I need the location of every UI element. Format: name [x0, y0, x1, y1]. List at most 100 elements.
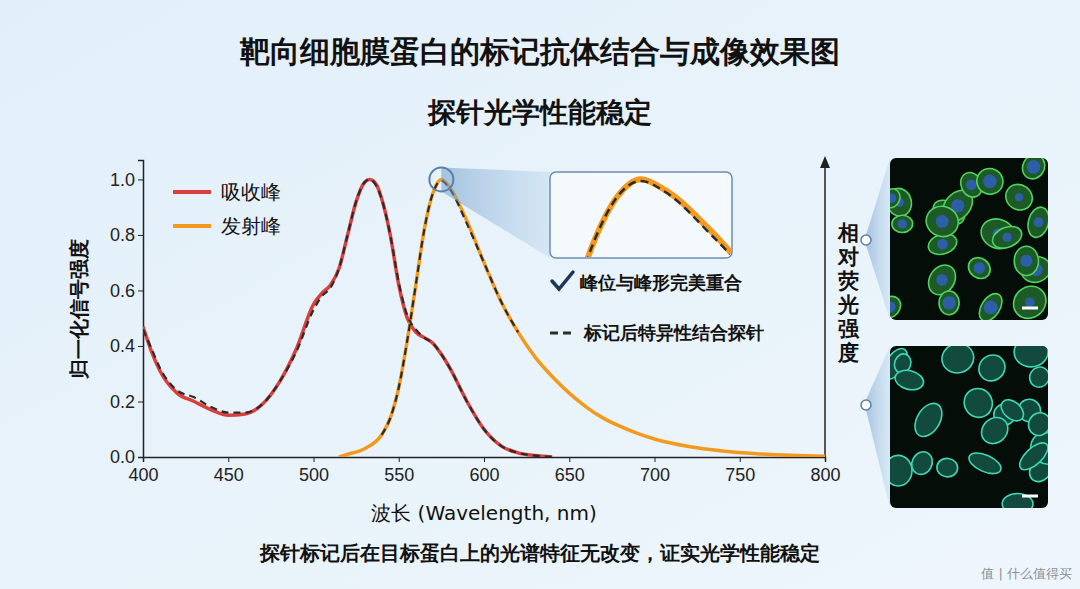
check-icon: [552, 272, 573, 289]
title: 靶向细胞膜蛋白的标记抗体结合与成像效果图: [239, 34, 840, 69]
tick-label: 600: [469, 465, 499, 485]
cell: [1014, 346, 1048, 367]
right-axis-arrow: [820, 156, 830, 168]
cell: [997, 396, 1027, 426]
cell: [975, 290, 1007, 320]
tick-label: 500: [299, 465, 329, 485]
tick-label: 700: [640, 465, 670, 485]
zoom-circle: [861, 235, 871, 245]
nucleus: [1015, 193, 1023, 201]
tick-mark: [228, 457, 229, 462]
x-axis-title: 波长 (Wavelength, nm): [371, 501, 596, 525]
tick: 600: [469, 457, 499, 485]
scale-bar: [1022, 495, 1038, 498]
microscopy-image: [890, 158, 1048, 320]
zoom-cone: [866, 346, 890, 508]
cell: [939, 291, 959, 315]
tick-label: 0.2: [110, 392, 135, 412]
cell: [1025, 205, 1048, 240]
right-axis-line: [824, 158, 826, 457]
nucleus: [890, 302, 896, 313]
cell: [890, 455, 912, 486]
legend-swatch: [173, 190, 211, 194]
tick: 1.0: [110, 170, 143, 190]
tick-mark: [138, 346, 143, 347]
tick-mark: [484, 457, 485, 462]
tick-mark: [138, 401, 143, 402]
tick: 0.4: [110, 336, 143, 356]
nucleus: [984, 300, 998, 314]
caption: 探针标记后在目标蛋白上的光谱特征无改变，证实光学性能稳定: [259, 541, 820, 565]
nucleus: [1027, 160, 1041, 174]
tick-mark: [138, 235, 143, 236]
subtitle: 探针光学性能稳定: [427, 96, 652, 129]
legend: 吸收峰发射峰标记后特异性结合探针: [173, 180, 764, 343]
legend-label: 发射峰: [221, 214, 281, 238]
tick-mark: [138, 179, 143, 180]
cell: [1026, 363, 1048, 390]
nucleus: [966, 180, 977, 191]
nucleus: [1020, 255, 1032, 267]
zoom-circle: [429, 167, 453, 191]
cell: [909, 399, 947, 441]
cell: [908, 448, 936, 478]
nucleus: [898, 219, 907, 228]
inset-line: [551, 179, 731, 257]
cell: [959, 383, 998, 422]
cell: [890, 292, 905, 320]
nucleus: [942, 296, 955, 309]
cell: [922, 202, 962, 241]
tick-mark: [399, 457, 400, 462]
axis-line: [138, 161, 144, 458]
inset-line: [551, 179, 731, 257]
inset-lines: [551, 179, 731, 257]
tick: 0.8: [110, 225, 143, 245]
nucleus: [974, 262, 985, 273]
inset-frame: [550, 172, 732, 258]
tick: 800: [810, 457, 840, 485]
tick-label: 650: [555, 465, 585, 485]
y-axis-title: 归一化信号强度: [67, 239, 91, 380]
tick: 450: [214, 457, 244, 485]
cell: [1001, 179, 1038, 215]
nucleus: [1033, 217, 1043, 227]
x-axis: 400 450 500 550 600 650 700 750 800: [128, 457, 840, 485]
tick-label: 550: [384, 465, 414, 485]
scale-bar: [1022, 307, 1038, 310]
annotation: 峰位与峰形完美重合: [580, 272, 742, 293]
cell: [989, 222, 1025, 252]
microscopy-image: [890, 346, 1048, 508]
tick: 750: [725, 457, 755, 485]
legend-swatch: [173, 224, 211, 228]
cell: [1014, 246, 1038, 275]
tick: 0.0: [110, 447, 143, 467]
tick-label: 400: [128, 465, 158, 485]
tick-mark: [655, 457, 656, 462]
tick-label: 800: [810, 465, 840, 485]
inset-line: [551, 179, 731, 257]
tick-label: 450: [214, 465, 244, 485]
nucleus: [937, 239, 948, 250]
cell: [936, 457, 959, 478]
cell: [1018, 158, 1048, 183]
tick: 0.6: [110, 281, 143, 301]
tick: 550: [384, 457, 414, 485]
legend-label: 标记后特异性结合探针: [583, 322, 764, 343]
nucleus: [890, 194, 896, 203]
tick: 500: [299, 457, 329, 485]
cell: [893, 367, 926, 392]
nucleus: [983, 175, 997, 189]
cell: [966, 449, 1004, 478]
nucleus: [936, 274, 948, 286]
nucleus: [1025, 297, 1035, 307]
image-ground: [890, 346, 1048, 508]
cell: [892, 215, 913, 233]
tick-label: 0.6: [110, 281, 135, 301]
cell: [974, 350, 1011, 387]
zoom-circle: [861, 400, 871, 410]
cell: [964, 253, 994, 282]
legend-label: 吸收峰: [221, 180, 281, 204]
tick-label: 1.0: [110, 170, 135, 190]
tick-mark: [740, 457, 741, 462]
tick: 650: [555, 457, 585, 485]
